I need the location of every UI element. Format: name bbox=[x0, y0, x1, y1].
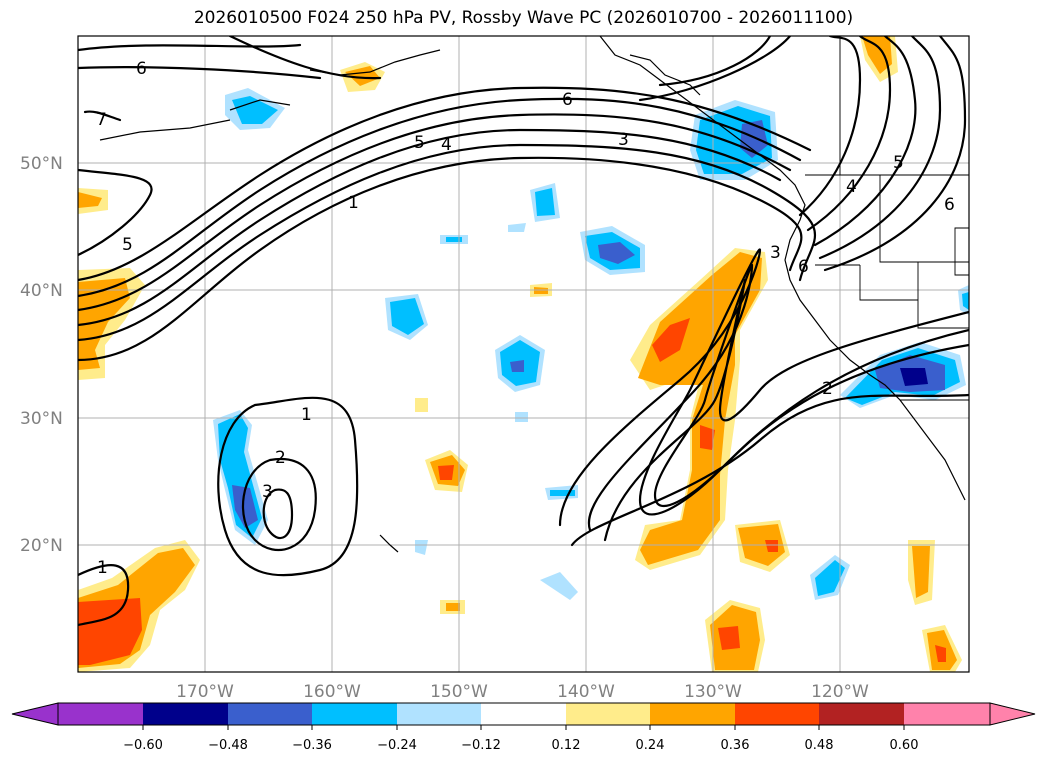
longitude-labels: 170°W 160°W 150°W 140°W 130°W 120°W bbox=[176, 682, 869, 702]
colorbar-segment bbox=[650, 703, 735, 725]
colorbar-tick-label: −0.24 bbox=[377, 738, 417, 753]
contour-label: 2 bbox=[822, 379, 833, 399]
rossby-wave-contours bbox=[78, 36, 969, 627]
map-title: 2026010500 F024 250 hPa PV, Rossby Wave … bbox=[193, 8, 854, 28]
latitude-labels: 50°N 40°N 30°N 20°N bbox=[20, 154, 63, 556]
contour-label: 5 bbox=[122, 235, 133, 255]
contour-label: 7 bbox=[96, 110, 107, 130]
contour-labels: 6 6 5 4 3 1 5 7 1 2 3 1 3 6 4 5 6 2 bbox=[96, 59, 955, 578]
lon-label: 170°W bbox=[176, 682, 234, 702]
colorbar-tick-label: 0.60 bbox=[890, 738, 919, 753]
colorbar-tick-label: 0.48 bbox=[805, 738, 834, 753]
colorbar-segment bbox=[566, 703, 650, 725]
contour-label: 3 bbox=[618, 130, 629, 150]
contour-label: 6 bbox=[798, 257, 809, 277]
lon-label: 120°W bbox=[811, 682, 869, 702]
contour-label: 6 bbox=[944, 195, 955, 215]
contour-label: 5 bbox=[893, 153, 904, 173]
lon-label: 140°W bbox=[557, 682, 615, 702]
colorbar-arrow-right bbox=[989, 702, 1036, 726]
lat-label: 40°N bbox=[20, 281, 63, 301]
colorbar-segment bbox=[735, 703, 819, 725]
graticule bbox=[78, 36, 969, 672]
contour-label: 1 bbox=[301, 405, 312, 425]
colorbar-tick-label: 0.24 bbox=[636, 738, 665, 753]
colorbar-segment bbox=[819, 703, 904, 725]
lat-label: 20°N bbox=[20, 536, 63, 556]
contour-label: 3 bbox=[262, 482, 273, 502]
lon-label: 160°W bbox=[303, 682, 361, 702]
colorbar-segment bbox=[143, 703, 228, 725]
colorbar-segment bbox=[312, 703, 397, 725]
colorbar-segment bbox=[397, 703, 481, 725]
colorbar: −0.60 −0.48 −0.36 −0.24 −0.12 0.12 0.24 … bbox=[11, 702, 1036, 753]
colorbar-tick-label: −0.48 bbox=[208, 738, 248, 753]
colorbar-tick-label: 0.12 bbox=[552, 738, 581, 753]
colorbar-segment bbox=[228, 703, 312, 725]
lat-label: 50°N bbox=[20, 154, 63, 174]
contour-label: 2 bbox=[275, 448, 286, 468]
contour-label: 4 bbox=[441, 135, 452, 155]
positive-anomaly-shading bbox=[78, 36, 962, 672]
colorbar-segment bbox=[904, 703, 990, 725]
contour-label: 6 bbox=[562, 90, 573, 110]
colorbar-tick-label: −0.12 bbox=[461, 738, 501, 753]
contour-label: 5 bbox=[414, 133, 425, 153]
lat-label: 30°N bbox=[20, 409, 63, 429]
contour-label: 1 bbox=[348, 193, 359, 213]
colorbar-tick-label: −0.60 bbox=[123, 738, 163, 753]
contour-label: 3 bbox=[770, 243, 781, 263]
contour-label: 1 bbox=[97, 558, 108, 578]
map-frame bbox=[77, 35, 970, 673]
contour-label: 6 bbox=[136, 59, 147, 79]
colorbar-arrow-left bbox=[11, 702, 59, 726]
colorbar-tick-label: 0.36 bbox=[721, 738, 750, 753]
lon-label: 130°W bbox=[684, 682, 742, 702]
contour-label: 4 bbox=[846, 177, 857, 197]
lon-label: 150°W bbox=[430, 682, 488, 702]
colorbar-tick-label: −0.36 bbox=[292, 738, 332, 753]
colorbar-segment bbox=[481, 703, 566, 725]
colorbar-segment bbox=[58, 703, 143, 725]
